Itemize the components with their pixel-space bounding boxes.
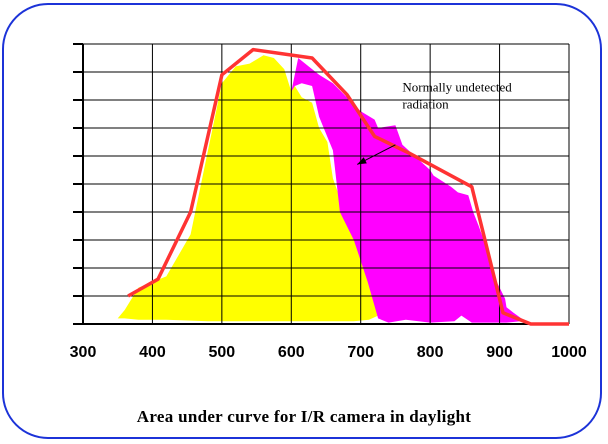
chart-caption: Area under curve for I/R camera in dayli… <box>136 407 472 426</box>
annotation-arrowhead <box>357 157 367 165</box>
x-tick-label: 400 <box>139 344 166 361</box>
x-tick-label: 800 <box>417 344 444 361</box>
x-tick-label: 300 <box>70 344 97 361</box>
sensitivity-curve-line <box>127 47 569 326</box>
x-tick-label: 1000 <box>551 344 587 361</box>
annotation-line: Normally undetected <box>402 80 512 95</box>
annotation-line: radiation <box>402 97 449 112</box>
magenta-fill-area <box>291 58 528 323</box>
x-tick-label: 900 <box>486 344 513 361</box>
x-tick-label: 700 <box>347 344 374 361</box>
x-tick-label: 600 <box>278 344 305 361</box>
x-tick-label: 500 <box>209 344 236 361</box>
annotation-text: Normally undetected radiation <box>402 80 512 112</box>
yellow-fill-area <box>117 55 379 322</box>
